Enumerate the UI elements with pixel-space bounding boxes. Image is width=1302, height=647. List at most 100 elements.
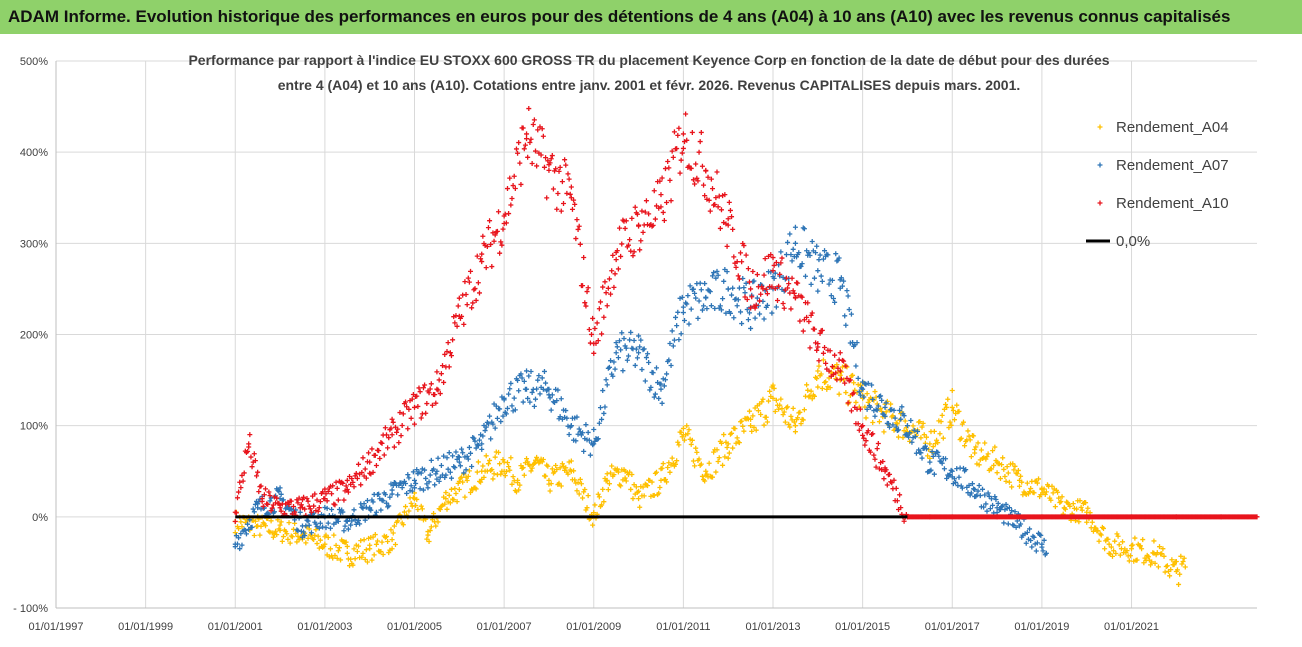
data-point	[434, 369, 440, 375]
data-point	[893, 485, 899, 491]
data-point	[772, 270, 778, 276]
report-title: ADAM Informe. Evolution historique des p…	[8, 7, 1231, 26]
data-point	[533, 148, 539, 154]
data-point	[690, 177, 696, 183]
data-point	[568, 184, 574, 190]
data-point	[1059, 494, 1065, 500]
data-point	[665, 158, 671, 164]
data-point	[642, 378, 648, 384]
data-point	[503, 411, 509, 417]
data-point	[412, 477, 418, 483]
data-point	[883, 409, 889, 415]
data-point	[408, 483, 414, 489]
data-point	[500, 226, 506, 232]
data-point	[748, 325, 754, 331]
data-point	[930, 444, 936, 450]
chart-legend: Rendement_A04 Rendement_A07 Rendement_A10 0…	[1086, 119, 1229, 250]
data-point	[481, 474, 487, 480]
data-point	[692, 290, 698, 296]
data-point	[452, 486, 458, 492]
data-point	[785, 285, 791, 291]
data-point	[288, 498, 294, 504]
data-point	[975, 488, 981, 494]
data-point	[366, 450, 372, 456]
data-point	[706, 197, 712, 203]
data-point	[277, 485, 283, 491]
data-point	[834, 362, 840, 368]
data-point	[761, 316, 767, 322]
data-point	[553, 166, 559, 172]
data-point	[445, 466, 451, 472]
data-point	[848, 408, 854, 414]
data-point	[1151, 538, 1157, 544]
data-point	[545, 463, 551, 469]
data-point	[459, 446, 465, 452]
data-point	[554, 467, 560, 473]
data-point	[433, 471, 439, 477]
data-point	[468, 268, 474, 274]
data-point	[496, 209, 502, 215]
data-point	[669, 148, 675, 154]
data-point	[418, 415, 424, 421]
data-point	[1109, 553, 1115, 559]
data-point	[1042, 552, 1048, 558]
data-point	[438, 462, 444, 468]
data-point	[533, 396, 539, 402]
data-point	[1140, 537, 1146, 543]
data-point	[590, 315, 596, 321]
data-point	[895, 434, 901, 440]
data-point	[316, 505, 322, 511]
data-point	[710, 474, 716, 480]
data-point	[857, 392, 863, 398]
data-point	[372, 532, 378, 538]
data-point	[575, 226, 581, 232]
data-point	[549, 153, 555, 159]
data-point	[693, 161, 699, 167]
data-point	[406, 475, 412, 481]
data-point	[237, 479, 243, 485]
data-point	[842, 380, 848, 386]
data-point	[389, 546, 395, 552]
data-point	[799, 294, 805, 300]
data-point	[539, 126, 545, 132]
data-point	[580, 430, 586, 436]
data-point	[363, 504, 369, 510]
data-point	[558, 483, 564, 489]
data-point	[676, 125, 682, 131]
x-tick-label: 01/01/2003	[297, 621, 352, 633]
data-point	[875, 440, 881, 446]
data-point	[798, 421, 804, 427]
data-point	[690, 458, 696, 464]
data-point	[902, 418, 908, 424]
data-point	[511, 478, 517, 484]
data-point	[685, 293, 691, 299]
data-point	[364, 459, 370, 465]
data-point	[324, 498, 330, 504]
data-point	[464, 453, 470, 459]
data-point	[454, 499, 460, 505]
data-point	[715, 459, 721, 465]
data-point	[714, 169, 720, 175]
data-point	[746, 408, 752, 414]
data-point	[879, 467, 885, 473]
data-point	[611, 359, 617, 365]
data-point	[788, 413, 794, 419]
data-point	[464, 302, 470, 308]
data-point	[773, 304, 779, 310]
data-point	[707, 208, 713, 214]
data-point	[666, 165, 672, 171]
data-point	[387, 494, 393, 500]
data-point	[645, 483, 651, 489]
data-point	[500, 457, 506, 463]
data-point	[236, 535, 242, 541]
data-point	[1162, 569, 1168, 575]
data-point	[445, 340, 451, 346]
data-point	[661, 218, 667, 224]
data-point	[1001, 520, 1007, 526]
data-point	[464, 477, 470, 483]
data-point	[487, 457, 493, 463]
data-point	[591, 426, 597, 432]
x-tick-label: 01/01/2017	[925, 621, 980, 633]
data-point	[805, 300, 811, 306]
data-point	[547, 395, 553, 401]
